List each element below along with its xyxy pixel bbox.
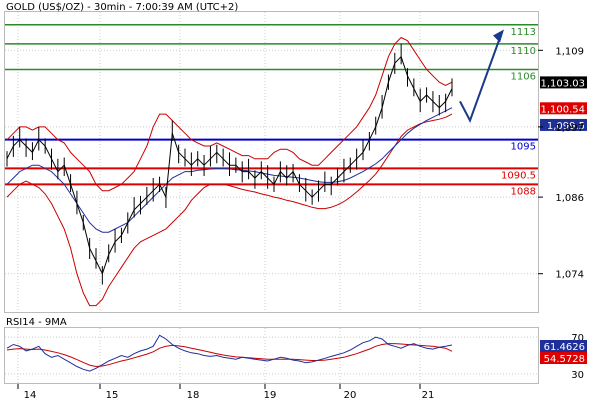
date-axis-ticks: 14 15 18 19 20 21: [17, 384, 435, 400]
rsi-axis-ticks: 70 30: [571, 333, 584, 381]
rsi-tick-label: 30: [571, 370, 584, 381]
level-label: 1106: [511, 71, 536, 82]
bollinger-lower-line: [6, 113, 453, 307]
date-tick-label: 18: [187, 390, 200, 400]
price-axis-ticks: 1,074 1,086 1,097 1,109: [538, 46, 584, 281]
price-box-lower: [540, 118, 587, 131]
date-tick-label: 19: [264, 390, 277, 400]
price-tick-label: 1,074: [555, 270, 584, 281]
price-grid: [5, 12, 538, 312]
price-panel-frame: [4, 11, 539, 313]
level-label: 1113: [511, 27, 536, 38]
date-tick-label: 20: [344, 390, 357, 400]
level-label: 1095: [511, 142, 536, 153]
price-box-current: [540, 76, 587, 89]
forecast-arrow: [459, 29, 504, 123]
rsi-title: RSI14 - 9MA: [6, 317, 67, 328]
rsi-box-label: 61.4626: [544, 342, 585, 353]
rsi-lines: [6, 334, 453, 372]
price-tick-label: 1,086: [555, 193, 584, 204]
date-tick-label: 21: [422, 390, 435, 400]
rsi-box-rsi: [540, 340, 587, 352]
bollinger-bands: [6, 36, 453, 307]
level-lines: 1113 1110 1106 1095 1090.5 1088: [5, 24, 538, 197]
forecast-line: [459, 37, 501, 123]
level-label: 1090.5: [501, 170, 536, 181]
level-label: 1088: [511, 186, 536, 197]
rsi-ma-line: [6, 343, 453, 368]
price-value-boxes: 1,103.03 1,100.54 1,099.5: [540, 76, 587, 132]
date-tick-label: 15: [106, 390, 119, 400]
level-label: 1110: [511, 46, 536, 57]
rsi-panel-frame: [4, 327, 539, 384]
price-tick-label: 1,109: [555, 46, 584, 57]
price-box-label: 1,100.54: [540, 104, 585, 115]
rsi-box-ma: [540, 352, 587, 364]
price-box-label: 1,099.5: [547, 121, 585, 132]
rsi-line: [6, 334, 453, 372]
price-line: [6, 55, 453, 276]
price-series: [6, 43, 453, 285]
chart-title: GOLD (US$/OZ) - 30min - 7:00:39 AM (UTC+…: [6, 2, 238, 13]
rsi-tick-label: 70: [571, 333, 584, 344]
date-tick-label: 14: [24, 390, 37, 400]
price-tick-label: 1,097: [555, 123, 584, 134]
bollinger-upper-line: [6, 36, 453, 192]
rsi-grid: [5, 328, 538, 383]
price-box-label: 1,103.03: [540, 78, 585, 89]
forecast-arrowhead: [493, 29, 504, 43]
rsi-box-label: 54.5728: [544, 354, 585, 365]
price-box-upper: [540, 102, 587, 115]
